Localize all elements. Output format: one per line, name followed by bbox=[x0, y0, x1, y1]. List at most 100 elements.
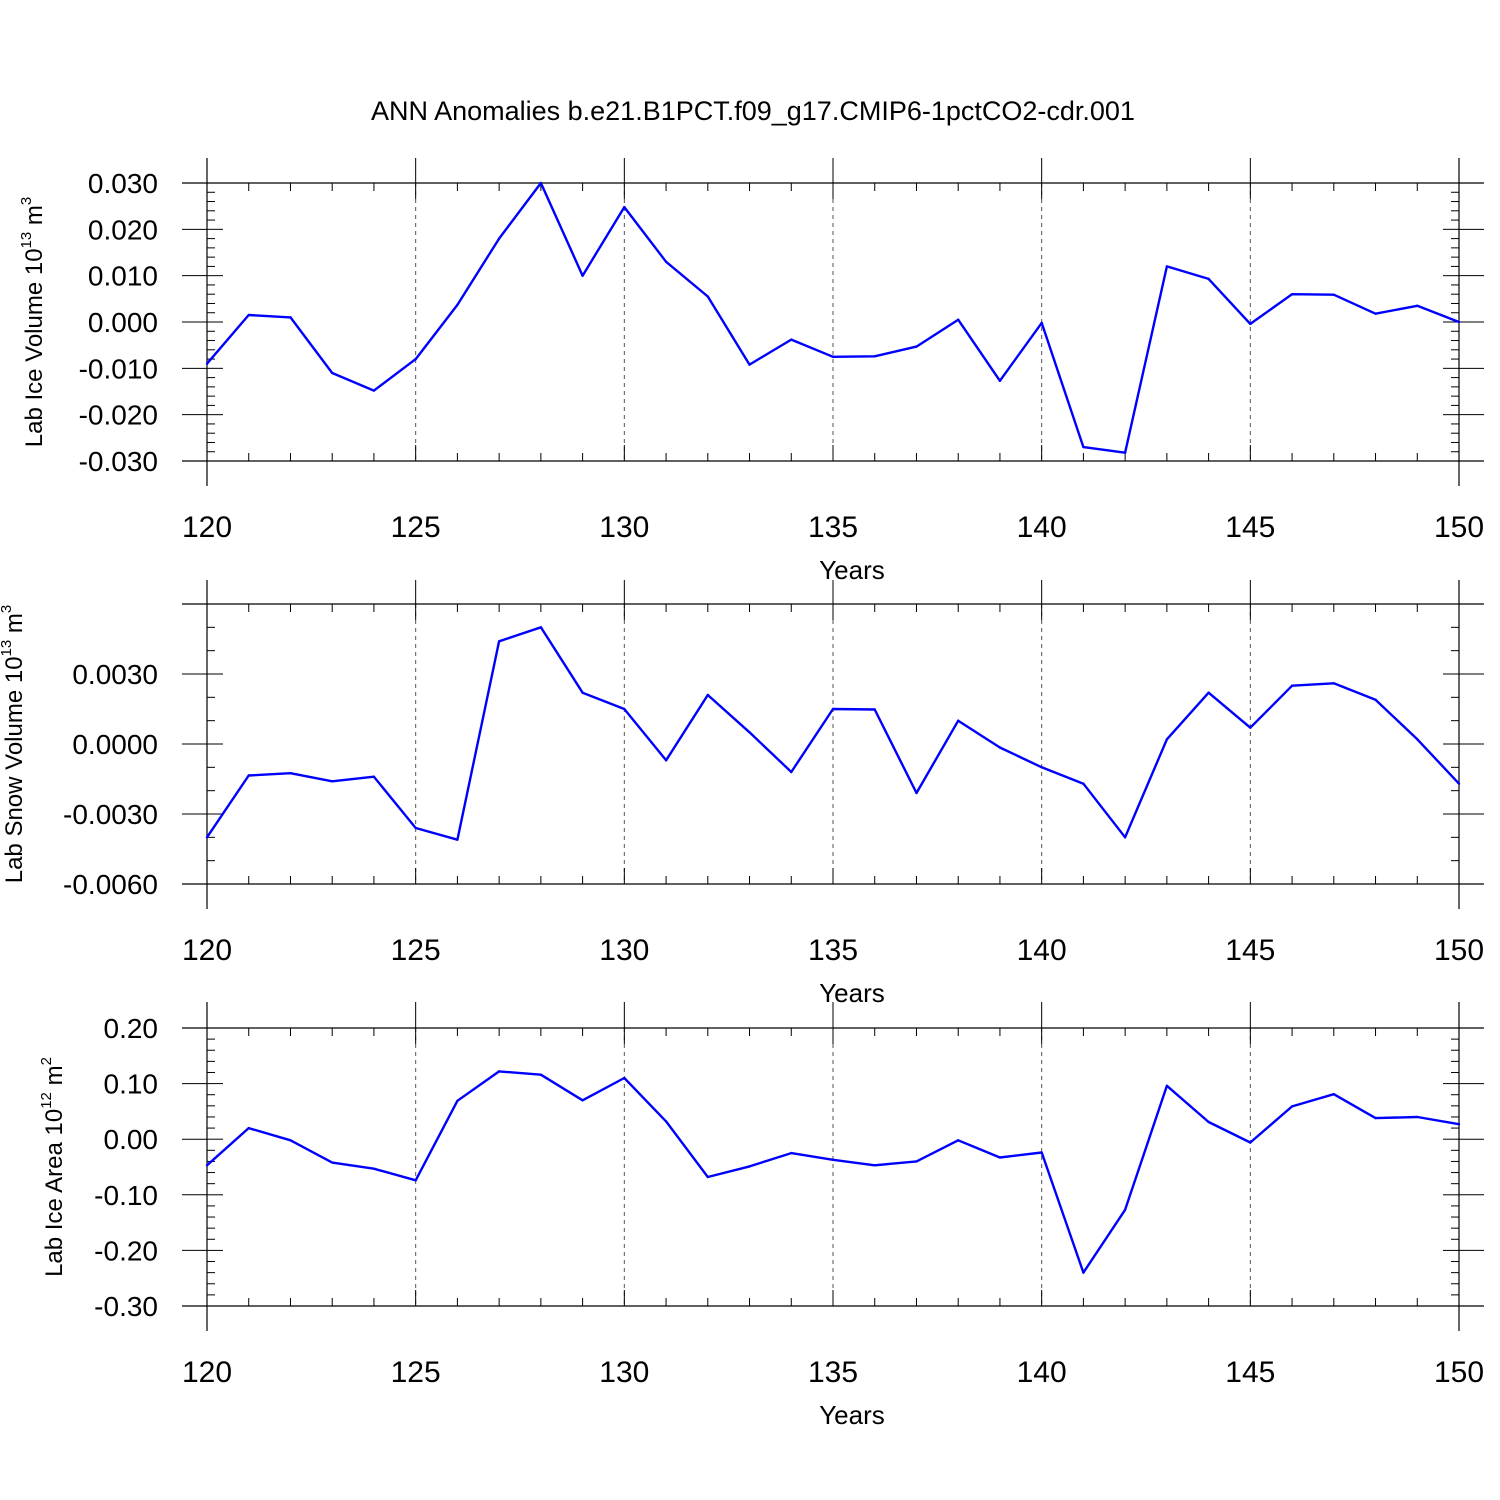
data-point bbox=[831, 1158, 835, 1161]
x-tick-label: 125 bbox=[391, 511, 441, 544]
panel-2: -0.0060 -0.0030 0.0000 0.0030 120 125 130 135 14… bbox=[0, 580, 1484, 1008]
y-tick-label: 0.20 bbox=[104, 1013, 159, 1044]
x-tick-label: 130 bbox=[599, 511, 649, 544]
data-point bbox=[581, 691, 584, 694]
x-tick-label: 140 bbox=[1017, 511, 1067, 544]
panel-3: -0.30 -0.20 -0.10 0.00 0.10 0.20 120 125 130 135 1… bbox=[38, 1002, 1484, 1430]
y-tick-label: -0.10 bbox=[94, 1180, 158, 1211]
x-axis-label: Years bbox=[819, 978, 885, 1008]
data-point bbox=[1040, 321, 1043, 325]
data-point bbox=[790, 1151, 793, 1155]
data-point bbox=[957, 719, 960, 722]
y-tick-label: 0.030 bbox=[88, 168, 158, 199]
data-point bbox=[205, 1164, 209, 1167]
data-point bbox=[831, 355, 835, 358]
data-point bbox=[1374, 698, 1377, 701]
data-point bbox=[205, 836, 209, 839]
data-point bbox=[1249, 322, 1252, 326]
y-tick-label: -0.010 bbox=[79, 353, 158, 384]
y-tick-label: 0.00 bbox=[104, 1124, 159, 1155]
data-point bbox=[790, 338, 793, 341]
data-point bbox=[539, 1073, 543, 1076]
data-point bbox=[873, 708, 876, 711]
data-point bbox=[998, 1156, 1002, 1159]
x-axis-label: Years bbox=[819, 1400, 885, 1430]
data-point bbox=[497, 1070, 501, 1073]
data-point bbox=[1332, 293, 1336, 296]
x-tick-label: 135 bbox=[808, 934, 858, 967]
figure-title: ANN Anomalies b.e21.B1PCT.f09_g17.CMIP6-… bbox=[371, 96, 1135, 126]
data-point bbox=[1207, 691, 1210, 694]
x-tick-label: 120 bbox=[182, 934, 232, 967]
y-tick-label: 0.000 bbox=[88, 307, 158, 338]
data-point bbox=[331, 1161, 334, 1164]
y-tick-label: 0.0000 bbox=[72, 729, 158, 760]
data-point bbox=[1332, 682, 1336, 685]
data-point bbox=[831, 707, 835, 711]
data-point bbox=[623, 1076, 626, 1080]
data-point bbox=[372, 775, 376, 778]
data-point bbox=[873, 355, 876, 358]
data-point bbox=[664, 759, 668, 762]
data-point bbox=[497, 640, 501, 643]
y-tick-label: -0.0030 bbox=[63, 799, 158, 830]
panel-1: -0.030 -0.020 -0.010 0.000 0.010 0.020 0.030 12… bbox=[18, 158, 1484, 585]
data-point bbox=[1249, 1141, 1252, 1144]
data-point bbox=[1416, 738, 1419, 741]
y-tick-label: 0.10 bbox=[104, 1069, 159, 1100]
data-point bbox=[539, 181, 543, 185]
data-point bbox=[539, 626, 543, 629]
data-point bbox=[581, 1099, 584, 1102]
data-point bbox=[1165, 1084, 1169, 1088]
data-point bbox=[456, 303, 459, 307]
data-point bbox=[1165, 265, 1169, 268]
y-tick-label: 0.020 bbox=[88, 214, 158, 245]
x-tick-label: 120 bbox=[182, 511, 232, 544]
data-point bbox=[664, 1120, 668, 1123]
data-point bbox=[1082, 782, 1085, 785]
data-point bbox=[497, 237, 501, 240]
data-point bbox=[1416, 304, 1419, 307]
data-point bbox=[247, 313, 250, 317]
data-point bbox=[1123, 836, 1127, 839]
data-point bbox=[873, 1164, 876, 1167]
y-tick-label: -0.0060 bbox=[63, 869, 158, 900]
x-tick-label: 150 bbox=[1434, 934, 1484, 967]
x-tick-label: 145 bbox=[1225, 934, 1275, 967]
data-point bbox=[456, 1099, 459, 1103]
data-point bbox=[581, 274, 584, 277]
x-tick-label: 150 bbox=[1434, 511, 1484, 544]
data-point bbox=[623, 707, 626, 711]
data-point bbox=[957, 318, 960, 321]
data-point bbox=[414, 1179, 417, 1182]
data-point bbox=[414, 826, 417, 830]
y-axis-label: Lab Ice Area 1012 m2 bbox=[38, 1057, 68, 1277]
data-point bbox=[1207, 1120, 1210, 1124]
y-tick-label: -0.30 bbox=[94, 1291, 158, 1322]
y-tick-label: 0.0030 bbox=[72, 659, 158, 690]
y-tick-label: -0.020 bbox=[79, 400, 158, 431]
data-point bbox=[372, 389, 376, 392]
data-point bbox=[1123, 1208, 1127, 1212]
data-point bbox=[790, 770, 793, 774]
data-point bbox=[915, 1160, 918, 1163]
data-point bbox=[1082, 445, 1085, 449]
x-tick-label: 145 bbox=[1225, 511, 1275, 544]
data-point bbox=[664, 260, 668, 263]
data-point bbox=[1290, 684, 1294, 687]
x-tick-label: 140 bbox=[1017, 1356, 1067, 1389]
data-point bbox=[1249, 726, 1252, 729]
x-tick-label: 150 bbox=[1434, 1356, 1484, 1389]
x-tick-label: 125 bbox=[391, 934, 441, 967]
y-tick-label: -0.20 bbox=[94, 1235, 158, 1266]
data-point bbox=[1374, 312, 1377, 315]
data-point bbox=[289, 1139, 292, 1142]
data-point bbox=[915, 791, 918, 795]
data-point bbox=[1457, 1122, 1461, 1126]
data-point bbox=[331, 371, 334, 375]
x-tick-label: 125 bbox=[391, 1356, 441, 1389]
data-point bbox=[1207, 277, 1210, 281]
data-point bbox=[331, 780, 334, 783]
data-point bbox=[1040, 1151, 1043, 1154]
